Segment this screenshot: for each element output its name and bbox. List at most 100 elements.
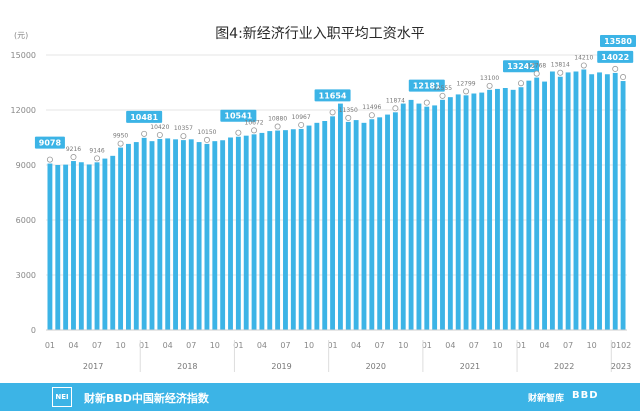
bar <box>604 74 610 330</box>
bar <box>337 103 343 330</box>
data-point-marker <box>392 105 399 112</box>
x-tick-label: 01 <box>45 341 55 350</box>
bar <box>267 131 273 330</box>
data-point-marker <box>439 92 446 99</box>
x-tick-label: 10 <box>210 341 220 350</box>
bar <box>235 136 241 330</box>
x-tick-label: 04 <box>163 341 173 350</box>
footer-title: 财新BBD中国新经济指数 <box>84 392 209 405</box>
bar <box>188 139 194 330</box>
bar <box>385 114 390 330</box>
bar <box>290 129 296 330</box>
bar <box>55 165 61 330</box>
data-label: 10672 <box>245 119 264 126</box>
data-labels: 9078 9216 9146 9950 10481 10420 10357 10150 1054… <box>34 35 636 163</box>
bar <box>345 121 351 331</box>
bar <box>298 128 304 330</box>
x-tick-label: 01 <box>516 341 526 350</box>
x-tick-label: 07 <box>469 341 479 350</box>
bar <box>71 161 76 330</box>
bar <box>314 122 320 330</box>
y-tick-label: 9000 <box>16 161 36 170</box>
nei-logo: NEI <box>52 387 72 407</box>
data-point-marker <box>580 62 587 69</box>
x-tick-label: 10 <box>492 341 502 350</box>
bar <box>502 88 508 330</box>
bar <box>165 138 171 330</box>
bar <box>534 77 540 330</box>
data-label: 10481 <box>130 113 158 122</box>
x-tick-label: 01 <box>327 341 337 350</box>
x-tick-label: 04 <box>351 341 361 350</box>
data-point-marker <box>423 99 430 106</box>
x-tick-label: 04 <box>539 341 549 350</box>
data-label: 10880 <box>268 116 287 123</box>
data-point-marker <box>368 112 375 119</box>
footer-brand-caixin: 财新智库 <box>528 394 565 404</box>
data-point-marker <box>235 129 242 136</box>
data-label-box <box>600 35 636 48</box>
bar <box>542 81 547 330</box>
y-axis-ticks: 0 3000 6000 9000 12000 15000 <box>11 51 36 335</box>
bar <box>173 139 178 330</box>
year-label: 2017 <box>83 362 103 371</box>
x-tick-label: 07 <box>375 341 385 350</box>
bar <box>149 141 155 330</box>
x-axis: 01 04 07 10 01 04 07 10 01 04 07 10 01 04 07 10 01 04 07 10… <box>45 329 631 372</box>
bar <box>518 87 524 330</box>
bar <box>133 142 139 330</box>
bar <box>447 97 453 331</box>
bar <box>455 94 461 331</box>
data-label: 11874 <box>386 97 405 104</box>
data-label: 10541 <box>224 112 252 121</box>
bar <box>330 116 336 331</box>
x-tick-label: 07 <box>186 341 196 350</box>
data-label: 11654 <box>319 91 347 100</box>
bar <box>557 76 563 330</box>
data-point-marker <box>180 133 187 140</box>
x-tick-label: 07 <box>563 341 573 350</box>
bar <box>251 134 257 330</box>
data-label: 12799 <box>457 80 476 87</box>
bar <box>416 103 422 330</box>
data-label: 9216 <box>66 146 81 153</box>
x-tick-label: 04 <box>445 341 455 350</box>
bar <box>369 119 375 331</box>
data-label: 10967 <box>292 114 311 121</box>
bar <box>581 69 587 330</box>
data-label: 10420 <box>150 124 169 131</box>
data-label: 12555 <box>433 85 452 92</box>
data-point-marker <box>70 154 77 161</box>
data-point-marker <box>274 123 281 130</box>
year-label: 2018 <box>177 362 197 371</box>
bar <box>259 132 265 330</box>
data-point-marker <box>141 130 148 137</box>
x-tick-label: 01 <box>422 341 432 350</box>
bar <box>408 99 414 331</box>
x-tick-label: 10 <box>398 341 408 350</box>
bar <box>212 141 218 330</box>
data-point-marker <box>117 140 124 147</box>
y-tick-label: 6000 <box>16 216 36 225</box>
bar <box>377 117 383 330</box>
data-label: 13768 <box>527 63 546 70</box>
bar <box>361 122 367 330</box>
x-tick-label: 07 <box>280 341 290 350</box>
x-tick-label: 10 <box>304 341 314 350</box>
bar <box>228 137 233 330</box>
data-point-marker <box>518 80 525 87</box>
bar <box>102 158 108 330</box>
data-label: 9950 <box>113 133 128 140</box>
data-point-marker <box>203 136 210 143</box>
data-label-box <box>503 60 540 73</box>
bar <box>47 163 53 330</box>
year-label: 2020 <box>366 362 386 371</box>
data-label: 9078 <box>39 139 62 148</box>
data-point-marker <box>345 114 352 121</box>
year-label: 2022 <box>554 362 574 371</box>
bar-series <box>47 69 626 331</box>
data-label: 10150 <box>197 129 216 136</box>
y-axis-unit: (元) <box>14 31 28 40</box>
bar <box>353 120 359 330</box>
data-point-marker <box>156 131 163 138</box>
